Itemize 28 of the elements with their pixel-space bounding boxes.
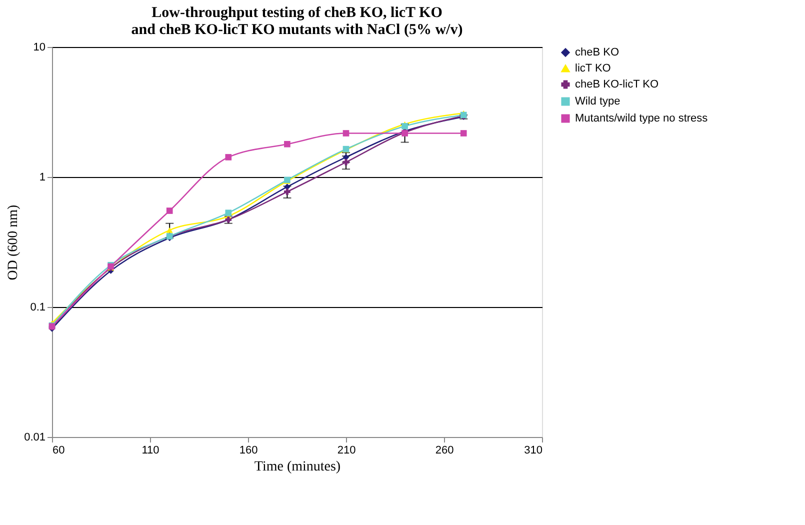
point [166,208,173,214]
x-tick-label: 310 [524,444,542,456]
y-axis-title: OD (600 nm) [6,204,22,280]
legend-label: licT KO [575,62,612,74]
chart-title: Low-throughput testing of cheB KO, licT KO and cheB KO-licT KO mutants with NaCl (5% w/v) [131,5,463,38]
x-tick-label: 60 [52,444,65,456]
legend-label: Mutants/wild type no stress [575,112,708,124]
point [342,159,350,166]
point [342,130,350,136]
x-tick-label: 160 [239,444,258,456]
y-tick-label: 0.1 [30,302,46,314]
point [166,227,173,233]
point [225,210,232,216]
y-tick-label: 0.01 [24,432,46,444]
point [460,130,467,136]
point [284,188,290,195]
x-tick-label: 260 [435,444,454,456]
legend-label: cheB KO-licT KO [575,78,659,90]
x-axis-title: Time (minutes) [254,460,341,474]
legend-label: cheB KO [575,46,620,58]
x-tick-label: 110 [142,444,160,456]
x-tick-label: 210 [337,444,356,456]
point [284,140,290,148]
legend-label: Wild type [575,96,620,108]
point [402,123,408,130]
y-tick-label: 1 [39,172,46,184]
point [225,154,232,160]
y-tick-label: 10 [33,42,46,54]
